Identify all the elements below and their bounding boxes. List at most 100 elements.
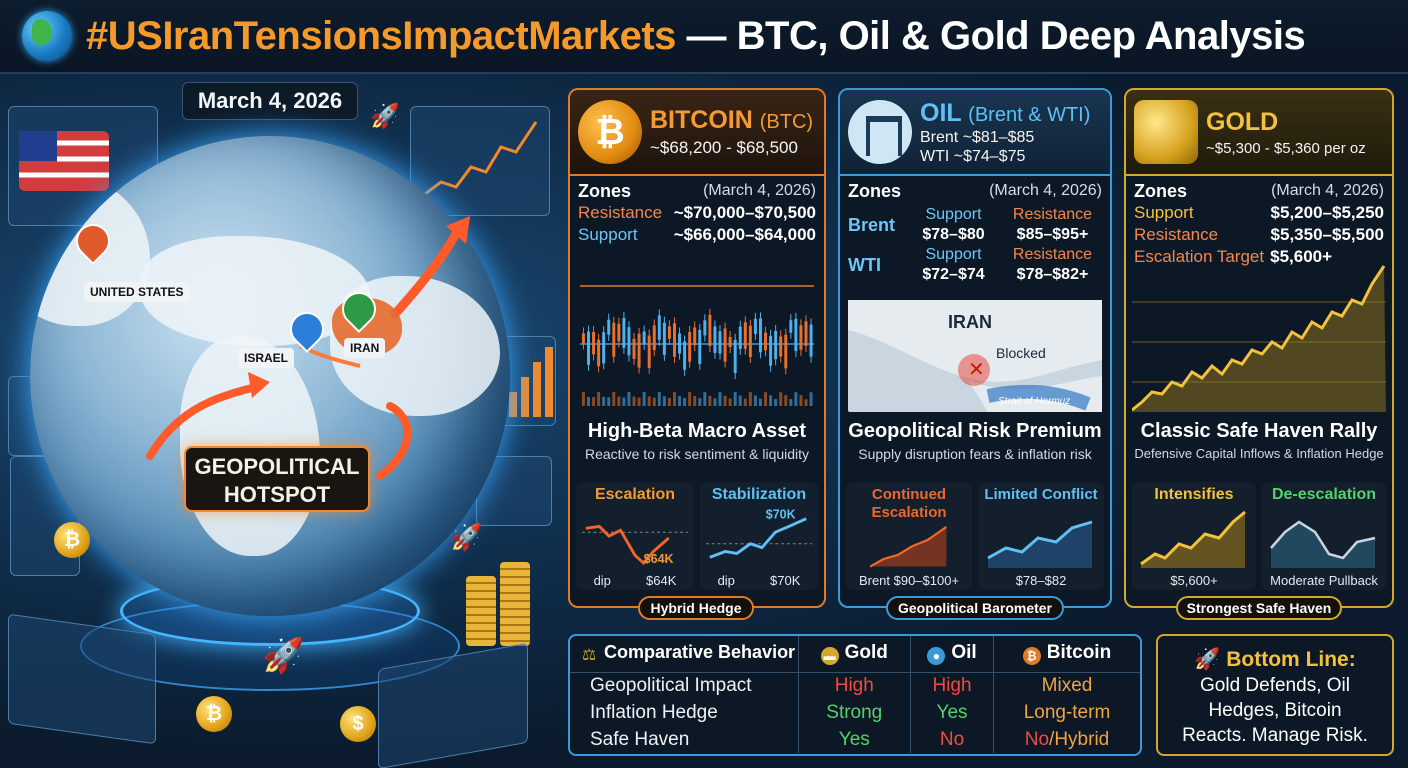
target-label: Escalation Target (1134, 247, 1265, 266)
support-label: Support (1134, 203, 1194, 222)
title-rest: — BTC, Oil & Gold Deep Analysis (675, 13, 1306, 58)
cell-bitcoin-b: /Hybrid (1049, 728, 1110, 750)
comparative-table: ⚖ Comparative Behavior ▬ Gold ● Oil ₿ Bitcoi… (568, 634, 1142, 756)
candle (743, 322, 747, 349)
candle (733, 339, 737, 374)
title-hashtag: #USIranTensionsImpactMarkets (86, 13, 676, 58)
rocket-icon-3: 🚀 (370, 103, 400, 130)
candle (748, 325, 752, 358)
volume-bar (672, 392, 676, 406)
foot-right: $70K (770, 573, 801, 588)
volume-bar (753, 395, 757, 406)
cell-bitcoin: Long-term (993, 699, 1140, 726)
candle (738, 326, 742, 349)
oil-name-text: OIL (920, 98, 962, 127)
zones-label: Zones (578, 181, 632, 201)
volume-bar (799, 395, 803, 406)
volume-bar (678, 396, 682, 406)
candle (672, 323, 676, 357)
row-label: Inflation Hedge (590, 701, 718, 723)
volume-bar (784, 395, 788, 406)
scenario-intensifies: Intensifies $5,600+ (1132, 482, 1256, 590)
row-label: Geopolitical Impact (590, 674, 752, 696)
candle (617, 323, 621, 342)
foot-right: $64K (646, 573, 677, 588)
candle (718, 331, 722, 354)
cell-bitcoin: Mixed (993, 672, 1140, 699)
rising-chart-icon (420, 121, 538, 199)
candle (627, 327, 631, 356)
globe-icon (22, 11, 72, 61)
candle (667, 326, 671, 339)
volume-bar (652, 397, 656, 406)
foot-left: dip (717, 573, 735, 588)
resistance-value: $5,350–$5,500 (1270, 225, 1384, 244)
volume-bar (733, 392, 737, 406)
bitcoin-panel: ₿ BITCOIN (BTC) ~$68,200 - $68,500 Zones… (568, 88, 826, 608)
globe-illustration: March 4, 2026 UNITED STATES ISRAEL IRAN … (0, 76, 562, 768)
candle (723, 328, 727, 362)
oil-price-wti: WTI ~$74–$75 (920, 147, 1026, 165)
table-title: Comparative Behavior (604, 642, 796, 663)
candle (657, 315, 661, 340)
scenario-stabilization: Stabilization $70K dip $70K (700, 482, 818, 590)
coin-stack-icon (466, 576, 496, 646)
bottom-line-title-text: Bottom Line: (1226, 648, 1356, 671)
bitcoin-mini-icon: ₿ (1022, 647, 1041, 666)
volume-bar (597, 392, 601, 406)
candle (602, 332, 606, 364)
label-iran: IRAN (344, 338, 386, 358)
scenario-foot: Brent $90–$100+ (858, 573, 960, 588)
cell-bitcoin: No/Hybrid (993, 726, 1140, 753)
candle (587, 331, 590, 365)
date-badge: March 4, 2026 (182, 82, 358, 120)
candle (688, 331, 692, 362)
table-row: Safe Haven Yes No No/Hybrid (570, 726, 1140, 753)
candle (708, 314, 712, 346)
caption-title: Geopolitical Risk Premium (848, 420, 1102, 442)
stabilization-mark: $70K (766, 508, 796, 522)
candle (753, 318, 757, 334)
cell-gold: Yes (797, 726, 911, 753)
col-bitcoin: ₿ Bitcoin (993, 636, 1140, 673)
candle (804, 321, 808, 346)
volume-bar (657, 392, 661, 406)
zones-label: Zones (1134, 181, 1188, 201)
caption-subtitle: Reactive to risk sentiment & liquidity (584, 446, 810, 462)
candle (581, 333, 585, 344)
candlestick-svg (579, 285, 815, 406)
volume-bar (698, 398, 702, 406)
oil-header: OIL (Brent & WTI) Brent ~$81–$85 WTI ~$7… (840, 90, 1110, 176)
map-blocked: Blocked (996, 345, 1046, 361)
gold-coin-icon: $ (340, 706, 376, 742)
gold-caption: Classic Safe Haven Rally Defensive Capit… (1126, 420, 1392, 461)
volume-bar (703, 392, 707, 406)
escalation-mark: $64K (644, 552, 674, 566)
candle (758, 318, 762, 353)
volume-bar (617, 396, 621, 406)
us-flag-map-icon (19, 131, 109, 191)
cell-bitcoin-a: No (1024, 728, 1050, 750)
scenario-title: Escalation (594, 486, 676, 503)
bitcoin-zones: Zones (March 4, 2026) Resistance ~$70,000–… (570, 176, 824, 294)
bitcoin-scenarios: Escalation $64K dip $64K Stabilization $7… (576, 482, 818, 590)
gold-ribbon: Strongest Safe Haven (1176, 596, 1342, 620)
scenario-title: Continued Escalation (871, 486, 947, 521)
foot-left: dip (593, 573, 611, 588)
volume-bar (738, 395, 742, 406)
volume-bar (809, 392, 813, 406)
volume-bar (774, 398, 778, 406)
stabilization-chart: $70K (706, 508, 812, 559)
candle (597, 339, 601, 367)
hotspot-line1: GEOPOLITICAL (194, 454, 360, 479)
brent-resistance-label: Resistance (1012, 206, 1093, 223)
resistance-value: ~$70,000–$70,500 (673, 203, 816, 222)
volume-bar (743, 398, 747, 406)
wti-resistance-label: Resistance (1012, 246, 1093, 263)
cell-oil: No (910, 726, 994, 753)
volume-bar (688, 392, 692, 406)
bitcoin-name: BITCOIN (BTC) (650, 106, 813, 135)
volume-bar (622, 397, 626, 406)
bitcoin-coin-icon-2: ₿ (196, 696, 232, 732)
volume-bar (607, 397, 611, 406)
